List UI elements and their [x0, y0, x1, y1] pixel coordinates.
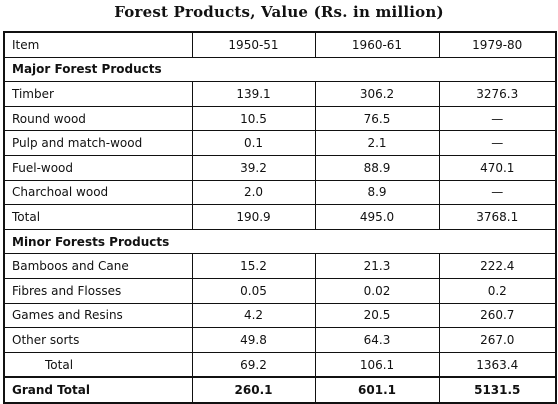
- row-item: Other sorts: [3, 327, 193, 353]
- row-item: Total: [3, 204, 193, 230]
- forest-products-table: Item 1950-51 1960-61 1979-80 Major Fores…: [3, 31, 557, 404]
- row-value-1960-61: 21.3: [314, 253, 440, 279]
- row-item: Charchoal wood: [3, 179, 193, 206]
- row-value-1979-80: 3768.1: [438, 204, 557, 230]
- row-value-1979-80: —: [438, 179, 557, 206]
- row-value-1979-80: 5131.5: [438, 376, 557, 404]
- table-row: Pulp and match-wood 0.1 2.1 —: [3, 130, 557, 156]
- row-value-1950-51: 49.8: [191, 327, 316, 353]
- row-value-1950-51: 190.9: [191, 204, 316, 230]
- row-value-1950-51: 69.2: [191, 351, 316, 378]
- row-value-1960-61: 8.9: [314, 179, 440, 206]
- row-value-1960-61: 20.5: [314, 302, 440, 329]
- major-heading: Major Forest Products: [3, 56, 557, 83]
- table-title: Forest Products, Value (Rs. in million): [114, 3, 444, 21]
- row-value-1960-61: 106.1: [314, 351, 440, 378]
- row-value-1950-51: 39.2: [191, 154, 316, 181]
- header-item: Item: [3, 31, 193, 58]
- major-total-row: Total 190.9 495.0 3768.1: [3, 204, 557, 230]
- grand-total-row: Grand Total 260.1 601.1 5131.5: [3, 376, 557, 404]
- row-value-1950-51: 4.2: [191, 302, 316, 329]
- row-value-1960-61: 76.5: [314, 105, 440, 132]
- row-value-1979-80: —: [438, 130, 557, 156]
- row-value-1950-51: 139.1: [191, 81, 316, 107]
- row-value-1950-51: 260.1: [191, 376, 316, 404]
- table-row: Charchoal wood 2.0 8.9 —: [3, 179, 557, 206]
- row-value-1979-80: 0.2: [438, 277, 557, 304]
- row-value-1950-51: 2.0: [191, 179, 316, 206]
- row-item: Fuel-wood: [3, 154, 193, 181]
- row-value-1979-80: 222.4: [438, 253, 557, 279]
- row-item: Grand Total: [3, 376, 193, 404]
- row-value-1960-61: 64.3: [314, 327, 440, 353]
- table-row: Other sorts 49.8 64.3 267.0: [3, 327, 557, 353]
- row-value-1979-80: —: [438, 105, 557, 132]
- minor-heading: Minor Forests Products: [3, 228, 557, 255]
- row-item: Total: [3, 351, 193, 378]
- header-1979-80: 1979-80: [438, 31, 557, 58]
- row-value-1960-61: 0.02: [314, 277, 440, 304]
- minor-total-row: Total 69.2 106.1 1363.4: [3, 351, 557, 378]
- table-row: Timber 139.1 306.2 3276.3: [3, 81, 557, 107]
- row-value-1960-61: 601.1: [314, 376, 440, 404]
- header-row: Item 1950-51 1960-61 1979-80: [3, 31, 557, 58]
- row-item: Round wood: [3, 105, 193, 132]
- section-heading-minor: Minor Forests Products: [3, 228, 557, 255]
- row-item: Timber: [3, 81, 193, 107]
- table-row: Round wood 10.5 76.5 —: [3, 105, 557, 132]
- row-value-1960-61: 88.9: [314, 154, 440, 181]
- row-value-1950-51: 0.05: [191, 277, 316, 304]
- row-value-1979-80: 3276.3: [438, 81, 557, 107]
- row-value-1960-61: 495.0: [314, 204, 440, 230]
- row-item: Games and Resins: [3, 302, 193, 329]
- row-item: Pulp and match-wood: [3, 130, 193, 156]
- row-value-1960-61: 2.1: [314, 130, 440, 156]
- table-row: Bamboos and Cane 15.2 21.3 222.4: [3, 253, 557, 279]
- row-value-1950-51: 10.5: [191, 105, 316, 132]
- table-row: Fibres and Flosses 0.05 0.02 0.2: [3, 277, 557, 304]
- table-row: Fuel-wood 39.2 88.9 470.1: [3, 154, 557, 181]
- row-value-1950-51: 0.1: [191, 130, 316, 156]
- row-value-1979-80: 1363.4: [438, 351, 557, 378]
- section-heading-major: Major Forest Products: [3, 56, 557, 83]
- row-value-1979-80: 267.0: [438, 327, 557, 353]
- header-1950-51: 1950-51: [191, 31, 316, 58]
- row-value-1950-51: 15.2: [191, 253, 316, 279]
- row-value-1979-80: 470.1: [438, 154, 557, 181]
- row-value-1979-80: 260.7: [438, 302, 557, 329]
- table-row: Games and Resins 4.2 20.5 260.7: [3, 302, 557, 329]
- row-value-1960-61: 306.2: [314, 81, 440, 107]
- header-1960-61: 1960-61: [314, 31, 440, 58]
- row-item: Fibres and Flosses: [3, 277, 193, 304]
- row-item: Bamboos and Cane: [3, 253, 193, 279]
